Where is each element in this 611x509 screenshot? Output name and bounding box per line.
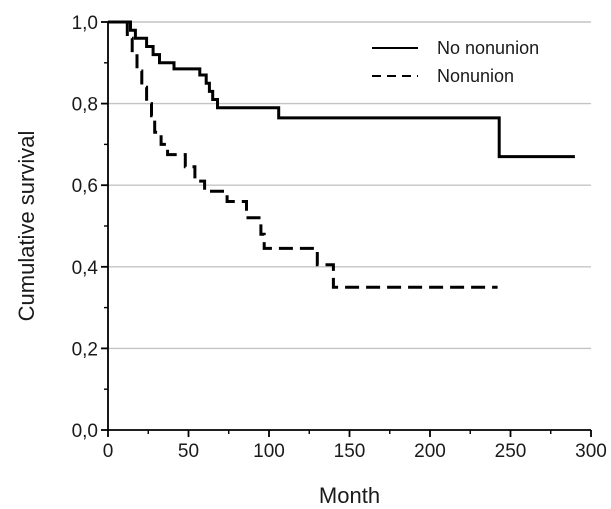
x-tick-label-6: 300 [575, 441, 607, 462]
x-tick-label-2: 100 [253, 441, 285, 462]
legend-label-1: Nonunion [437, 66, 514, 86]
y-tick-label-4: 0,8 [72, 95, 98, 116]
axes [101, 21, 592, 437]
x-tick-label-4: 200 [414, 441, 446, 462]
x-tick-label-5: 250 [495, 441, 527, 462]
grid-lines [108, 21, 591, 350]
y-tick-label-5: 1,0 [72, 13, 98, 34]
y-tick-label-0: 0,0 [72, 421, 98, 442]
series-line-no-nonunion [108, 20, 575, 159]
legend-label-0: No nonunion [437, 38, 539, 58]
series-line-nonunion [125, 22, 498, 289]
x-axis-title: Month [319, 483, 380, 508]
x-tick-label-1: 50 [178, 441, 199, 462]
y-tick-label-1: 0,2 [72, 339, 98, 360]
x-tick-label-3: 150 [334, 441, 366, 462]
plot-series [108, 20, 575, 289]
x-tick-label-0: 0 [103, 441, 114, 462]
y-tick-label-2: 0,4 [72, 258, 99, 279]
tick-labels: 0,0 0,2 0,4 0,6 0,8 1,0 0 50 100 150 200 250 300 [72, 13, 607, 462]
y-axis-title: Cumulative survival [14, 131, 39, 322]
legend: No nonunion Nonunion [372, 38, 539, 86]
y-tick-label-3: 0,6 [72, 176, 98, 197]
